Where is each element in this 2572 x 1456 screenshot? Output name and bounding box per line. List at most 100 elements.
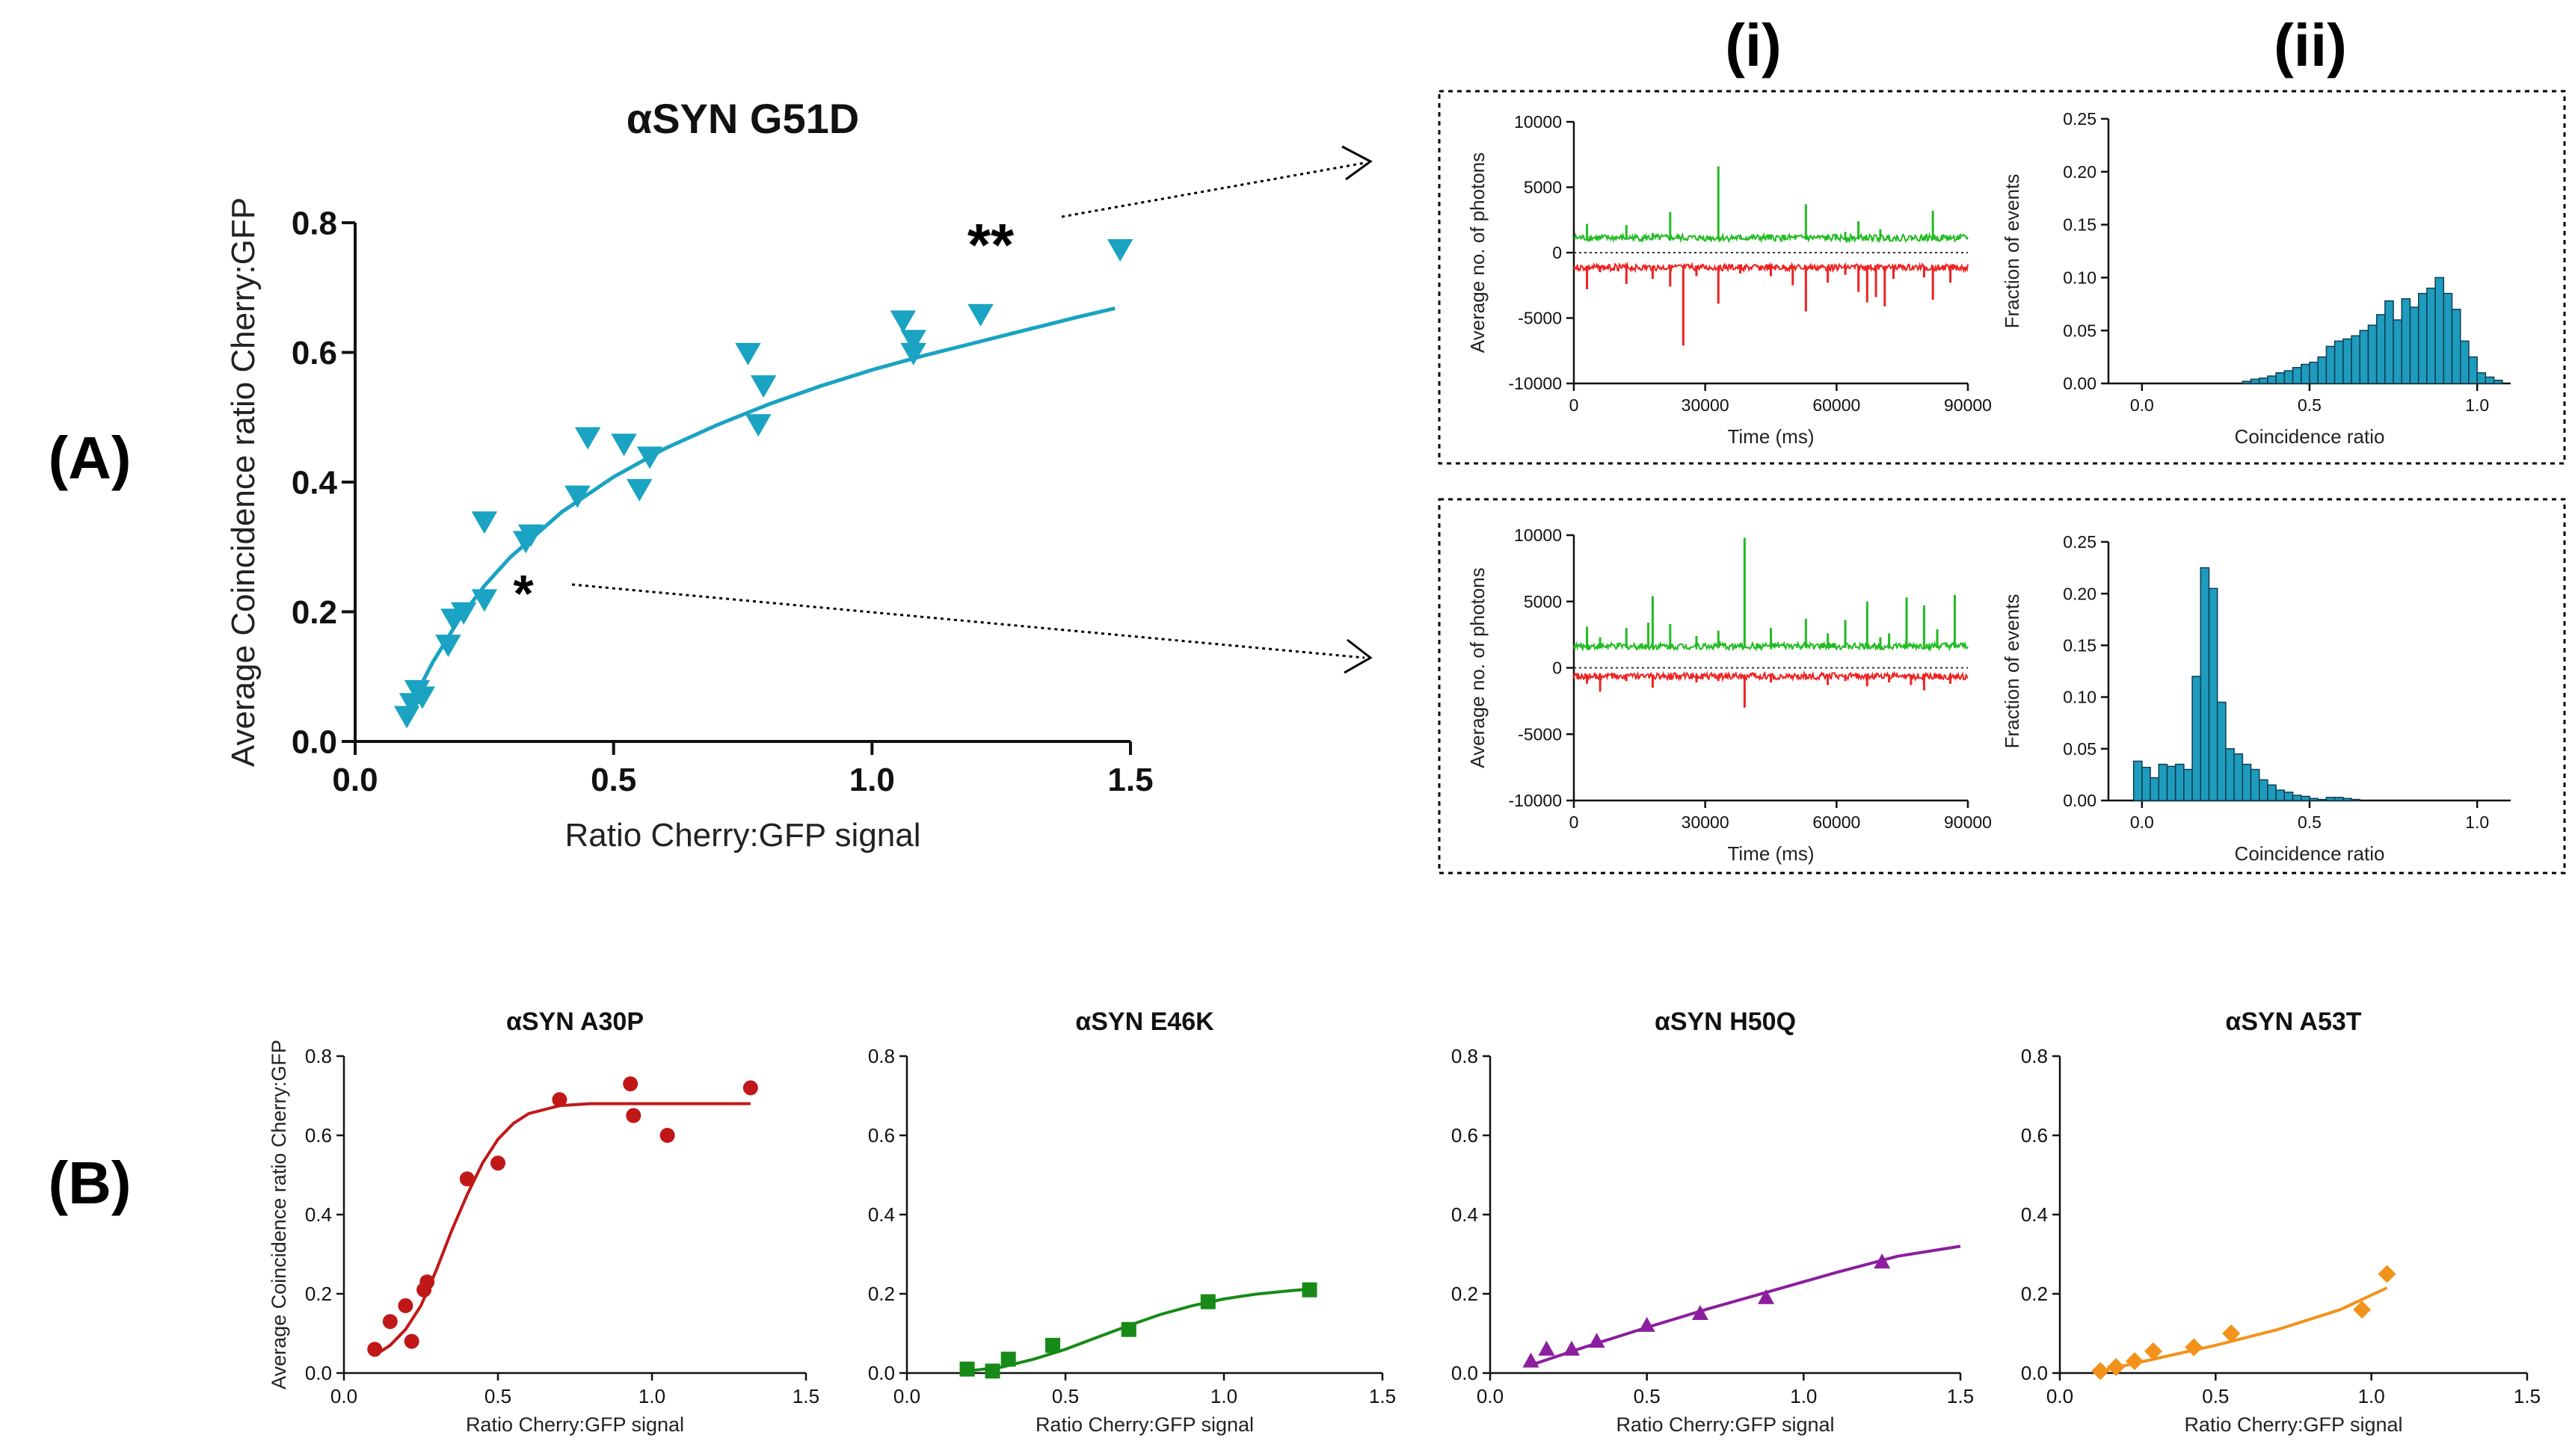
b_a30p-data-point <box>382 1314 398 1330</box>
b_e46k-title: αSYN E46K <box>1075 1008 1214 1036</box>
a_main-data-point <box>471 511 498 534</box>
a_hist_bottom-bar <box>2216 701 2227 801</box>
b_a30p-data-point <box>404 1333 419 1349</box>
b_h50q-data-point <box>1538 1340 1555 1356</box>
a_main-data-point <box>890 310 917 333</box>
b_h50q-y-tick-label: 0.8 <box>1451 1045 1478 1067</box>
b_a30p-data-point <box>623 1076 639 1092</box>
b_a53t-data-point <box>2222 1324 2241 1342</box>
a_hist_bottom-x-tick-label: 0.0 <box>2130 812 2154 832</box>
b_a30p-y-tick-label: 0.8 <box>305 1045 332 1067</box>
a_hist_top-bar <box>2267 375 2277 384</box>
a_hist_top-bar <box>2283 370 2294 384</box>
a_trace_top-x-tick-label: 60000 <box>1812 395 1860 415</box>
b_e46k-y-tick-label: 0.4 <box>868 1203 895 1226</box>
a_trace_top-x-tick-label: 0 <box>1569 395 1579 415</box>
a_hist_bottom-bar <box>2200 567 2210 801</box>
a_hist_top-bar <box>2468 356 2478 384</box>
a_hist_bottom-bar <box>2150 777 2160 801</box>
a_trace_top-y-tick-label: -10000 <box>1508 374 1562 393</box>
a_main-y-tick-label: 0.2 <box>292 594 337 631</box>
b_h50q-y-tick-label: 0.2 <box>1451 1283 1478 1305</box>
a_hist_bottom-bar <box>2325 797 2336 801</box>
b_h50q-data-point <box>1638 1316 1655 1332</box>
a_main-y-tick-label: 0.0 <box>292 724 337 760</box>
a_trace_top-x-tick-label: 90000 <box>1944 395 1992 415</box>
a_hist_top-x-tick-label: 0.5 <box>2298 395 2322 415</box>
a_hist_top-bar <box>2359 330 2369 384</box>
b_e46k-data-point <box>1121 1321 1136 1337</box>
a_hist_top-y-tick-label: 0.10 <box>2063 268 2096 287</box>
b_a53t-y-tick-label: 0.6 <box>2021 1124 2048 1147</box>
a_hist_top-y-tick-label: 0.15 <box>2063 215 2096 235</box>
a_hist_top-y-tick-label: 0.25 <box>2063 109 2096 129</box>
b_a30p-data-point <box>459 1171 475 1187</box>
panel-label-i: (i) <box>1725 12 1782 78</box>
a_trace_bottom-green-trace <box>1573 640 1969 653</box>
a_hist_top-bar <box>2417 292 2428 384</box>
a_hist_bottom-bar <box>2342 798 2352 801</box>
a_main-data-point <box>471 589 498 612</box>
b_a53t-data-point <box>2353 1301 2372 1319</box>
a_main-x-tick-label: 1.0 <box>849 762 895 798</box>
b_a30p-data-point <box>367 1342 383 1357</box>
a_hist_bottom-bar <box>2225 748 2235 801</box>
a_trace_top-y-tick-label: 0 <box>1552 243 1562 262</box>
a_hist_top-bar <box>2342 338 2352 384</box>
arrowhead-double-star <box>1341 145 1373 181</box>
b_h50q-data-point <box>1563 1340 1581 1356</box>
b_h50q-data-point <box>1588 1333 1605 1348</box>
a_hist_bottom-y-axis-label: Fraction of events <box>2001 594 2023 749</box>
a_hist_top-y-tick-label: 0.20 <box>2063 162 2096 182</box>
a_main-data-point <box>574 427 601 450</box>
b_a53t-y-tick-label: 0.0 <box>2021 1362 2048 1384</box>
a_main-data-point <box>435 635 461 658</box>
a_hist_bottom-bar <box>2351 798 2361 801</box>
b_a53t-x-tick-label: 0.5 <box>2202 1385 2229 1407</box>
a_trace_bottom-y-tick-label: 5000 <box>1524 592 1562 611</box>
arrow-double-star <box>1061 161 1365 218</box>
a_hist_top-x-axis-label: Coincidence ratio <box>2235 425 2385 448</box>
b_a30p-y-axis-label: Average Coincidence ratio Cherry:GFP <box>268 1040 290 1389</box>
b_h50q-x-tick-label: 1.5 <box>1947 1385 1974 1407</box>
a_main-data-point <box>967 303 994 327</box>
a_hist_top-bar <box>2460 340 2470 384</box>
b_a30p-data-point <box>398 1298 413 1313</box>
a_hist_bottom-bar <box>2166 765 2176 801</box>
a_hist_bottom-x-tick-label: 1.0 <box>2465 812 2489 832</box>
b_a53t-x-tick-label: 1.5 <box>2514 1385 2541 1407</box>
a_hist_top-bar <box>2401 297 2411 384</box>
annotation-double-star: ** <box>967 212 1015 278</box>
a_main-data-point <box>626 478 653 502</box>
b_a30p-x-tick-label: 0.0 <box>330 1385 357 1407</box>
inset-box-top <box>1438 90 2566 465</box>
a_hist_bottom-bar <box>2250 768 2260 801</box>
a_hist_top-bar <box>2375 314 2386 384</box>
b_a30p-data-point <box>419 1274 435 1290</box>
b_a53t-y-tick-label: 0.2 <box>2021 1283 2048 1305</box>
a_trace_top-y-axis-label: Average no. of photons <box>1466 152 1489 353</box>
a_hist_top-y-tick-label: 0.05 <box>2063 321 2096 340</box>
b_a53t-x-axis-label: Ratio Cherry:GFP signal <box>2184 1413 2402 1436</box>
a_hist_bottom-bar <box>2208 587 2218 801</box>
b_a30p-fit-curve <box>374 1102 751 1357</box>
a_main-fit-curve <box>404 306 1116 714</box>
a_hist_top-bar <box>2434 277 2445 384</box>
a_hist_bottom-bar <box>2158 763 2168 801</box>
a_main-y-tick-label: 0.6 <box>292 335 337 371</box>
b_e46k-y-tick-label: 0.6 <box>868 1124 895 1147</box>
a_hist_bottom-bar <box>2183 768 2193 801</box>
b_h50q-data-point <box>1522 1352 1539 1368</box>
b_a30p-data-point <box>659 1128 675 1143</box>
b_e46k-x-tick-label: 1.0 <box>1210 1385 1237 1407</box>
a_hist_top-x-tick-label: 0.0 <box>2130 395 2154 415</box>
a_hist_top-bar <box>2384 300 2394 384</box>
a_trace_top-x-axis-label: Time (ms) <box>1727 425 1814 448</box>
panel-label-b: (B) <box>48 1150 131 1216</box>
a_hist_top-bar <box>2451 309 2461 384</box>
b_a53t-data-point <box>2107 1358 2125 1377</box>
a_hist_top-bar <box>2325 345 2336 384</box>
arrowhead-single-star <box>1344 638 1373 674</box>
b_a30p-data-point <box>742 1080 758 1096</box>
a_hist_top-bar <box>2242 380 2252 384</box>
